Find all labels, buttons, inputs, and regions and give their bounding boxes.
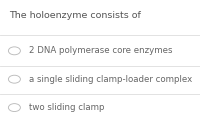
Text: The holoenzyme consists of: The holoenzyme consists of (9, 11, 141, 20)
Text: 2 DNA polymerase core enzymes: 2 DNA polymerase core enzymes (29, 46, 172, 55)
Text: a single sliding clamp-loader complex: a single sliding clamp-loader complex (29, 75, 192, 84)
Text: two sliding clamp: two sliding clamp (29, 103, 104, 112)
